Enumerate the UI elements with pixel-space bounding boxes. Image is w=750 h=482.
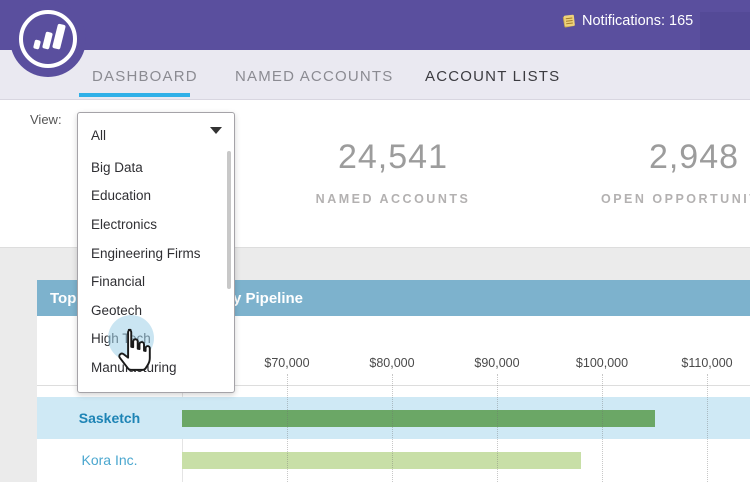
dropdown-scrollbar[interactable] <box>227 151 231 289</box>
stat-block: 24,541 NAMED ACCOUNTS <box>316 138 471 206</box>
chart-row-sasketch[interactable]: Sasketch <box>37 397 750 439</box>
tab-named-accounts[interactable]: NAMED ACCOUNTS <box>235 68 394 85</box>
dropdown-option-big-data[interactable]: Big Data <box>91 159 143 175</box>
stat-label: OPEN OPPORTUNITIES <box>601 192 750 206</box>
view-filter-label: View: <box>30 112 62 127</box>
logo-ring-icon <box>19 10 77 68</box>
stat-value: 2,948 <box>648 138 740 176</box>
dropdown-option-financial[interactable]: Financial <box>91 274 146 290</box>
stat-label: NAMED ACCOUNTS <box>315 192 471 206</box>
dropdown-option-electronics[interactable]: Electronics <box>91 216 158 232</box>
x-axis-tick-label: $90,000 <box>474 356 520 370</box>
chart-row-kora-inc-[interactable]: Kora Inc. <box>37 439 750 481</box>
dropdown-option-high-tech[interactable]: High Tech <box>91 331 151 347</box>
account-link[interactable]: Sasketch <box>78 410 141 426</box>
stat-block: 2,948 OPEN OPPORTUNITIES <box>601 138 750 206</box>
tab-dashboard[interactable]: DASHBOARD <box>92 68 198 85</box>
stat-value: 24,541 <box>337 138 448 176</box>
dropdown-option-education[interactable]: Education <box>91 188 152 204</box>
view-filter-dropdown[interactable]: All Big Data Education Electronics Engineer… <box>77 112 235 393</box>
nav-bar: DASHBOARD NAMED ACCOUNTS ACCOUNT LISTS <box>0 50 750 100</box>
chart-title-fragment: Top <box>50 290 77 307</box>
chevron-down-icon <box>210 127 222 134</box>
chart-body: $70,000 $80,000 $90,000 $100,000 $110,000 Sa… <box>37 316 750 482</box>
gridline <box>287 374 288 482</box>
notifications-button[interactable]: Notifications: 165 <box>561 12 693 30</box>
account-link[interactable]: Kora Inc. <box>81 452 138 468</box>
dropdown-selected-option[interactable]: All <box>78 113 234 153</box>
x-axis-tick-label: $70,000 <box>264 356 310 370</box>
gridline <box>707 374 708 482</box>
dropdown-option-geotech[interactable]: Geotech <box>91 302 143 318</box>
tab-account-lists[interactable]: ACCOUNT LISTS <box>425 68 561 85</box>
gridline <box>602 374 603 482</box>
pipeline-bar[interactable] <box>182 410 655 427</box>
active-tab-indicator <box>79 93 190 97</box>
app-header: Notifications: 165 <box>0 0 750 50</box>
notifications-icon <box>562 14 575 28</box>
pipeline-chart-panel: Top y Pipeline $70,000 $80,000 $90,000 $100… <box>37 280 750 482</box>
table-divider <box>37 385 750 386</box>
dropdown-option-engineering-firms[interactable]: Engineering Firms <box>91 245 201 261</box>
x-axis-tick-label: $110,000 <box>681 356 733 370</box>
gridline <box>497 374 498 482</box>
x-axis-tick-label: $80,000 <box>369 356 415 370</box>
gridline <box>392 374 393 482</box>
hand-pointer-cursor-icon <box>118 328 151 371</box>
x-axis-tick-label: $100,000 <box>575 356 629 370</box>
dropdown-option-manufacturing[interactable]: Manufacturing <box>78 353 234 382</box>
pipeline-bar[interactable] <box>182 452 581 469</box>
dropdown-selected-label: All <box>91 128 107 143</box>
dropdown-option-list: Big Data Education Electronics Engineering … <box>78 153 234 382</box>
notifications-label: Notifications: 165 <box>582 13 694 29</box>
header-menu-button[interactable] <box>700 12 750 50</box>
chart-title-fragment: y Pipeline <box>233 290 304 307</box>
marketo-logo[interactable] <box>10 1 86 77</box>
